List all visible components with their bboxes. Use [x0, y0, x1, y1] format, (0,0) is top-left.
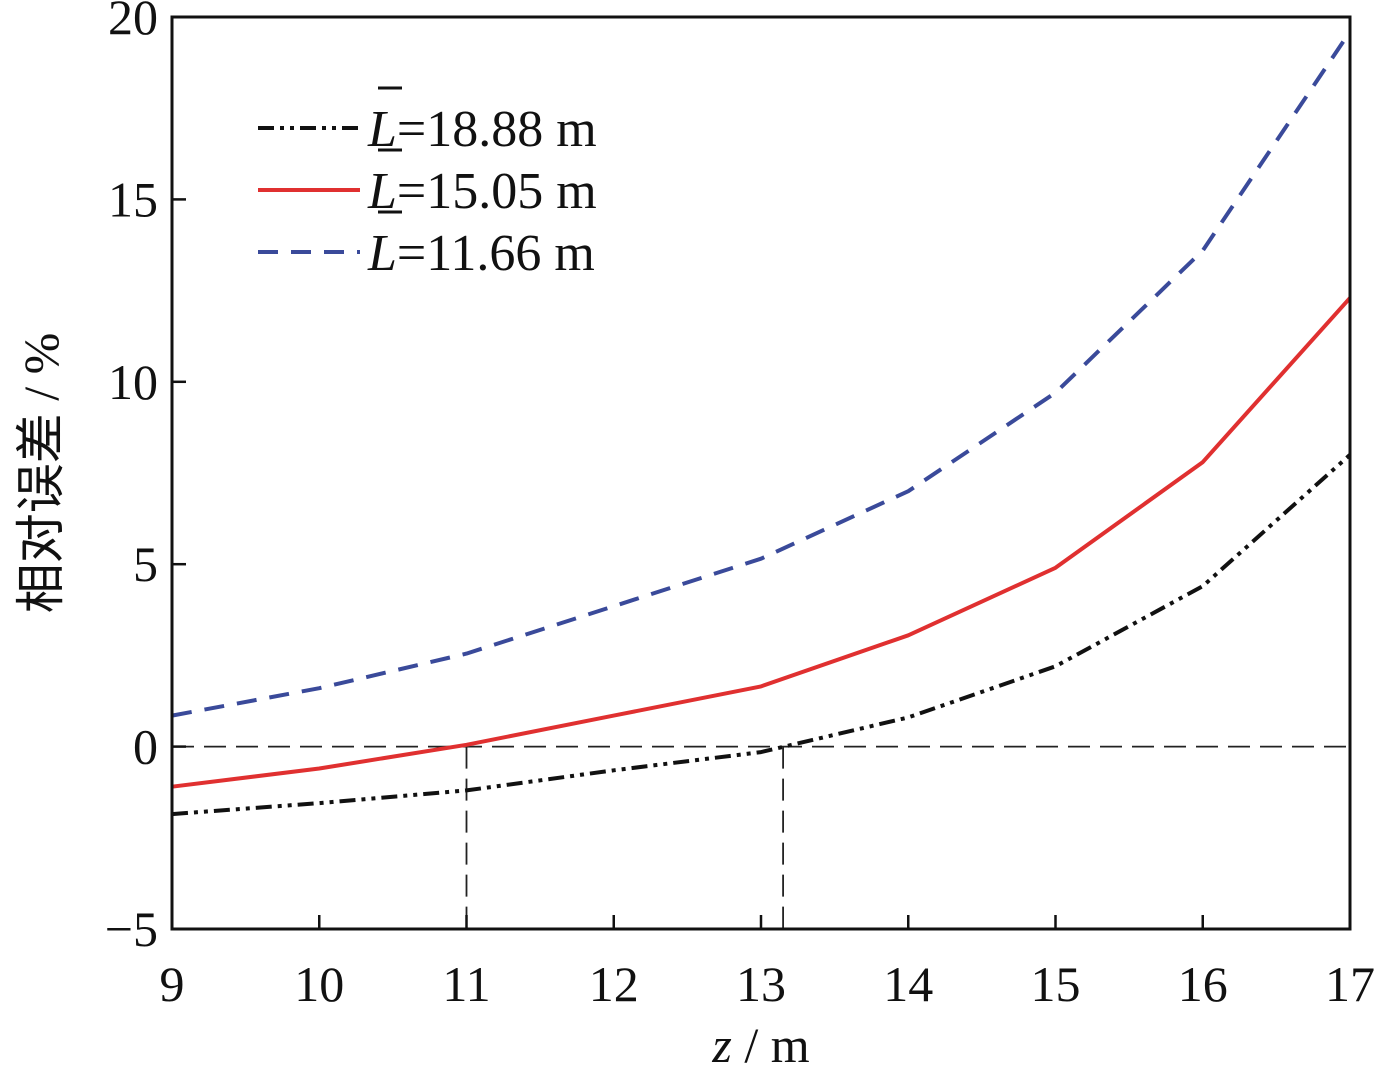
y-axis-ticks: −5 0 5 10 15 20 [105, 0, 186, 957]
legend-value: =15.05 m [397, 163, 597, 220]
x-tick-label: 11 [442, 956, 490, 1012]
legend-value: =18.88 m [397, 101, 597, 158]
legend-value: =11.66 m [397, 225, 595, 282]
reference-lines [172, 745, 1350, 929]
y-tick-label: 5 [133, 536, 158, 592]
y-tick-label: 20 [108, 0, 158, 45]
legend-entry-1: L=18.88 m [367, 101, 597, 158]
x-tick-label: 14 [883, 956, 933, 1012]
series-layer [171, 30, 1352, 817]
y-tick-label: 10 [108, 354, 158, 410]
series-line-1 [171, 453, 1352, 817]
x-tick-label: 12 [589, 956, 639, 1012]
series-line-3 [171, 30, 1352, 718]
y-tick-label: 0 [133, 719, 158, 775]
x-axis-ticks: 9 10 11 12 13 14 15 16 17 [160, 915, 1375, 1012]
legend: L=18.88 m L=15.05 mL=11.66 m [258, 86, 597, 282]
plot-frame [170, 15, 1352, 931]
y-tick-label: 15 [108, 171, 158, 227]
x-tick-label: 15 [1031, 956, 1081, 1012]
x-tick-label: 13 [736, 956, 786, 1012]
x-axis-label: z / m [711, 1017, 809, 1067]
y-axis-label: 相对误差 / % [13, 333, 69, 614]
y-tick-label: −5 [105, 901, 158, 957]
legend-variable: L [367, 225, 397, 282]
x-tick-label: 9 [160, 956, 185, 1012]
x-axis-unit: / m [732, 1017, 810, 1067]
legend-entry-3: L=11.66 m [367, 225, 595, 282]
series-line-2 [171, 296, 1352, 789]
x-tick-label: 10 [294, 956, 344, 1012]
x-tick-label: 16 [1178, 956, 1228, 1012]
x-tick-label: 17 [1325, 956, 1375, 1012]
x-axis-variable: z [711, 1017, 731, 1067]
